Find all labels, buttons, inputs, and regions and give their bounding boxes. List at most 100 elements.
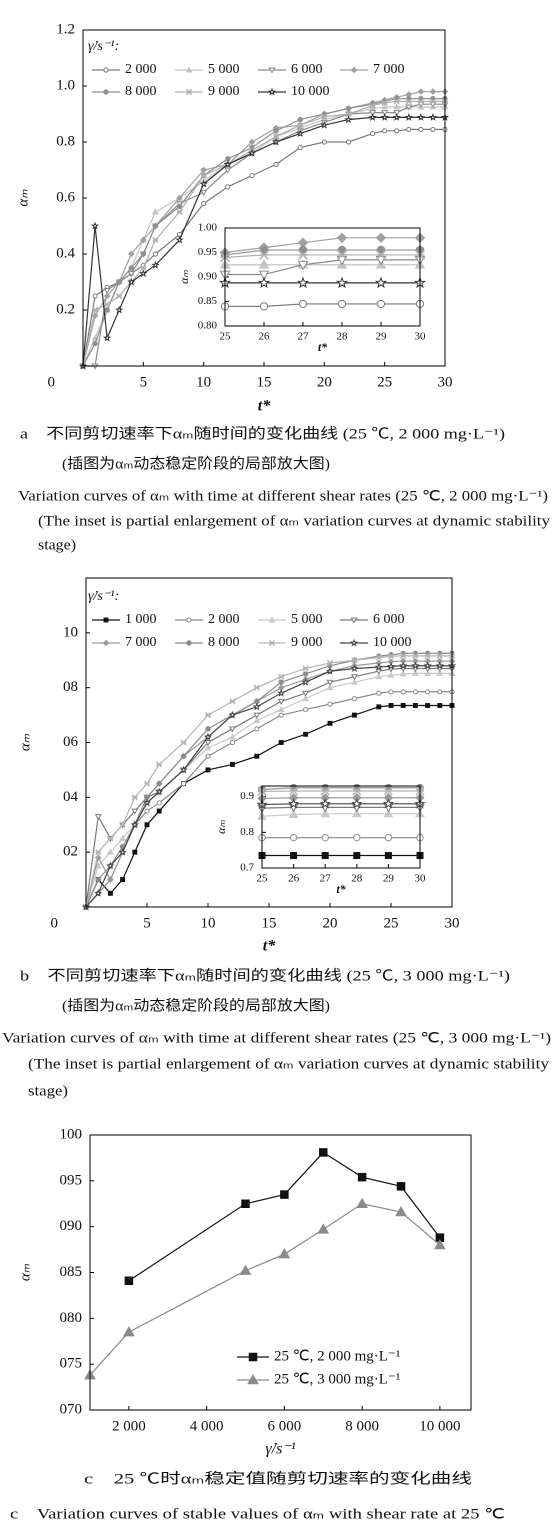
marker	[156, 761, 163, 768]
marker	[201, 201, 207, 207]
legend-label: 10 000	[291, 84, 330, 99]
y-tick-label: 0.85	[198, 295, 218, 307]
marker	[317, 1223, 330, 1234]
marker	[152, 251, 158, 257]
marker	[296, 129, 305, 138]
legend-label: 6 000	[373, 612, 405, 627]
marker	[302, 695, 310, 702]
marker	[115, 305, 124, 314]
y-tick-label: 06	[63, 734, 79, 750]
marker	[381, 99, 388, 106]
marker	[205, 753, 211, 759]
marker	[375, 673, 383, 680]
y-tick-label: 04	[63, 789, 79, 805]
marker	[320, 120, 329, 129]
marker	[297, 122, 304, 129]
y-tick-label: 0.8	[56, 133, 75, 149]
marker	[144, 808, 150, 814]
marker	[142, 798, 152, 807]
series-line	[82, 91, 445, 367]
marker	[248, 138, 256, 146]
marker	[416, 113, 425, 121]
legend-label: 10 000	[373, 635, 412, 650]
marker	[268, 67, 276, 74]
marker	[156, 800, 162, 806]
x-tick-label: 25	[257, 873, 269, 885]
marker	[175, 235, 184, 244]
marker	[400, 689, 406, 695]
marker	[259, 245, 269, 255]
x-tick-label: 20	[323, 915, 338, 931]
marker	[180, 753, 187, 759]
marker	[130, 820, 139, 829]
caption: b 不同剪切速率下αₘ随时间的变化曲线 (25 ℃, 3 000 mg·L⁻¹)	[20, 966, 510, 984]
marker	[296, 276, 310, 289]
marker	[393, 110, 401, 117]
marker	[249, 173, 255, 179]
marker	[271, 137, 281, 146]
y-tick-label: 0.2	[56, 301, 75, 317]
legend-label: 8 000	[125, 84, 157, 99]
marker	[278, 1248, 291, 1259]
y-tick-label: 0.95	[198, 246, 218, 258]
marker	[119, 821, 126, 828]
marker	[436, 652, 443, 659]
marker	[128, 265, 134, 271]
marker	[123, 1326, 135, 1337]
marker	[428, 113, 438, 121]
y-tick-label: 10	[63, 624, 78, 640]
caption: (插图为αₘ动态稳定阶段的局部放大图)	[62, 455, 330, 472]
marker	[376, 690, 382, 696]
marker	[176, 208, 183, 216]
marker	[180, 739, 187, 746]
marker	[375, 654, 382, 661]
marker	[127, 271, 135, 278]
y-tick-label: 02	[63, 844, 78, 860]
marker	[254, 726, 260, 732]
x-tick-label: 28	[337, 331, 349, 343]
marker	[277, 698, 285, 705]
marker	[325, 666, 335, 675]
marker	[257, 276, 271, 289]
marker	[417, 88, 425, 95]
inset-x-label: t*	[336, 882, 346, 896]
marker	[132, 849, 138, 855]
marker	[268, 639, 276, 647]
marker	[176, 194, 183, 202]
marker	[297, 116, 303, 123]
legend-label: 6 000	[291, 62, 323, 77]
marker	[382, 797, 394, 809]
marker	[320, 808, 331, 818]
y-tick-label: 070	[60, 1401, 83, 1417]
legend-label: 25 ℃, 2 000 mg·L⁻¹	[274, 1348, 400, 1364]
marker	[94, 814, 102, 821]
x-tick-label: 30	[438, 374, 453, 390]
x-tick-label: 5	[140, 374, 148, 390]
marker	[351, 696, 357, 702]
marker	[370, 131, 376, 137]
marker	[247, 1373, 259, 1385]
marker	[326, 684, 334, 691]
marker	[94, 888, 103, 897]
marker	[116, 279, 122, 285]
marker	[103, 292, 111, 300]
series-line	[82, 116, 445, 367]
marker	[140, 251, 147, 257]
marker	[127, 277, 136, 286]
marker	[357, 1172, 367, 1182]
marker	[350, 674, 358, 681]
inset: 25 26 27 28 29 30 0.80 0.85 0.90 0.95 1.00	[198, 222, 426, 343]
marker	[434, 1238, 446, 1250]
marker	[278, 673, 285, 680]
marker	[151, 208, 159, 215]
marker	[417, 98, 424, 105]
marker	[345, 139, 352, 145]
series-line	[85, 704, 452, 908]
legend-label: 5 000	[291, 612, 323, 627]
marker	[436, 669, 444, 676]
marker	[247, 148, 257, 157]
marker	[116, 292, 123, 300]
marker	[228, 726, 236, 733]
marker	[203, 732, 213, 741]
marker	[326, 659, 334, 667]
